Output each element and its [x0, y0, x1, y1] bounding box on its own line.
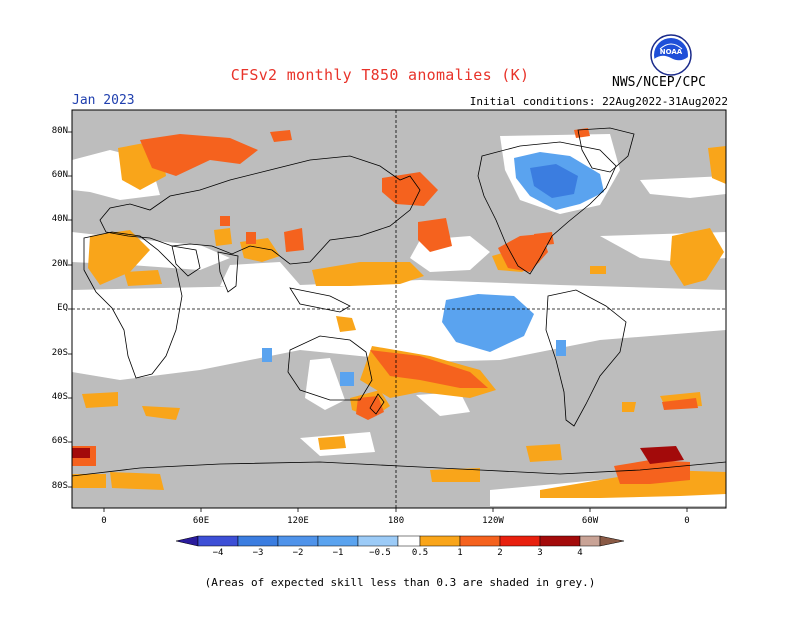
colorbar-label-p4: 4 [577, 548, 583, 558]
lat-label-20n: 20N [51, 259, 68, 269]
colorbar-label-m4: −4 [212, 548, 224, 558]
colorbar-label-p05: 0.5 [411, 548, 429, 558]
lat-label-20s: 20S [51, 348, 68, 358]
lon-label-60w: 60W [581, 516, 599, 526]
colorbar-low-arrow [175, 535, 199, 547]
lat-label-60s: 60S [51, 436, 68, 446]
tick-marks [68, 131, 688, 512]
colorbar-label-p2: 2 [497, 548, 503, 558]
initial-conditions: Initial conditions: 22Aug2022-31Aug2022 [469, 95, 728, 108]
lon-label-120w: 120W [482, 516, 504, 526]
colorbar-label-m05: −0.5 [369, 548, 391, 558]
forecast-month: Jan 2023 [72, 93, 135, 108]
lat-label-40n: 40N [51, 214, 68, 224]
lat-label-eq: EQ [57, 303, 68, 313]
lat-label-60n: 60N [51, 170, 68, 180]
lon-label-120e: 120E [287, 516, 309, 526]
colorbar-label-p1: 1 [457, 548, 463, 558]
lon-label-60e: 60E [192, 516, 210, 526]
colorbar-label-p3: 3 [537, 548, 543, 558]
agency-label: NWS/NCEP/CPC [612, 75, 706, 90]
colorbar-high-arrow [599, 535, 625, 547]
lat-label-80s: 80S [51, 481, 68, 491]
colorbar [175, 535, 625, 547]
svg-text:NOAA: NOAA [660, 48, 683, 56]
lon-label-0-east: 0 [684, 516, 690, 526]
anomaly-neg-strong [530, 164, 578, 198]
colorbar-label-m2: −2 [292, 548, 304, 558]
lat-label-40s: 40S [51, 392, 68, 402]
lon-label-0: 0 [101, 516, 107, 526]
lon-label-180: 180 [387, 516, 405, 526]
skill-footnote: (Areas of expected skill less than 0.3 a… [204, 576, 596, 589]
map-title: CFSv2 monthly T850 anomalies (K) [230, 66, 530, 84]
noaa-logo: NOAA [650, 34, 692, 76]
coastlines [72, 127, 726, 477]
colorbar-label-m3: −3 [252, 548, 264, 558]
lat-label-80n: 80N [51, 126, 68, 136]
anomaly-pos-2 [72, 446, 684, 464]
colorbar-label-m1: −1 [332, 548, 344, 558]
